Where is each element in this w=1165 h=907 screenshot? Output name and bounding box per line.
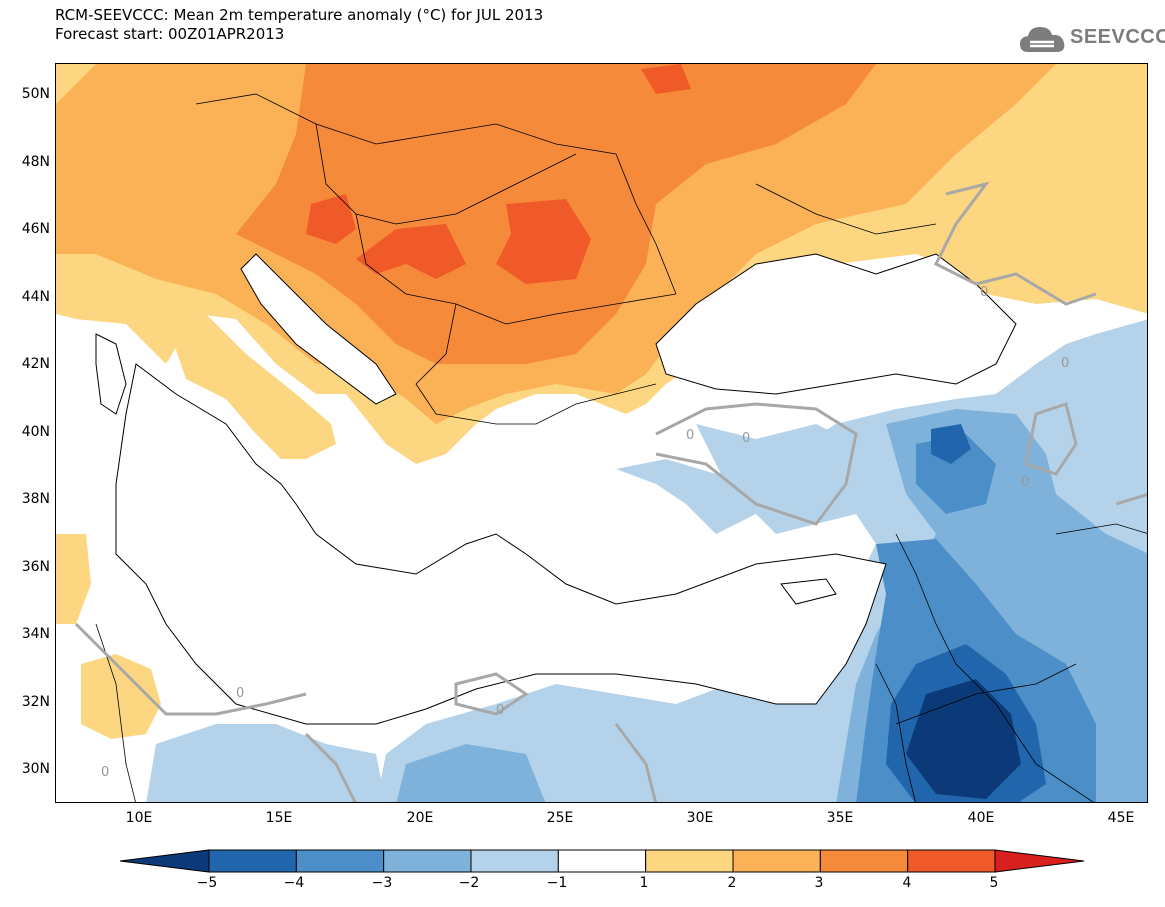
contour-label: 0: [686, 428, 694, 443]
colorbar-segment: [208, 849, 297, 873]
contour-label: 0: [236, 686, 244, 701]
colorbar-tick-label: −4: [283, 875, 305, 891]
colorbar-tick-label: −1: [546, 875, 568, 891]
colorbar-tick-label: 2: [727, 875, 737, 891]
zero-contours: [74, 181, 1147, 802]
anomaly-neg2to3-west: [396, 744, 546, 802]
colorbar-lower-triangle: [119, 849, 210, 873]
lat-label: 50N: [21, 86, 50, 102]
seevccc-logo: SEEVCCC: [1018, 22, 1165, 56]
colorbar-tick-label: −2: [458, 875, 480, 891]
contour-label: 0: [742, 431, 750, 446]
cloud-logo-icon: [1020, 27, 1065, 52]
anomaly-map: 0 0 0 0 0 0 0 0: [56, 64, 1147, 802]
anomaly-1to2-italy: [166, 304, 336, 459]
lat-label: 38N: [21, 491, 50, 507]
lon-label: 30E: [686, 810, 714, 826]
colorbar-segment: [907, 849, 996, 873]
lat-label: 46N: [21, 221, 50, 237]
anomaly-4to5-d: [641, 64, 691, 94]
contour-label: 0: [1061, 356, 1069, 371]
contour-label: 0: [980, 285, 988, 300]
coastlines: [95, 253, 1017, 725]
contour-label: 0: [496, 703, 504, 718]
colorbar-segment: [645, 849, 734, 873]
adriatic-sea: [241, 254, 396, 404]
lat-label: 36N: [21, 559, 50, 575]
colorbar-segment: [819, 849, 909, 873]
colorbar-tick-label: 3: [814, 875, 824, 891]
colorbar-segment: [557, 849, 647, 873]
colorbar-tick-label: −3: [371, 875, 393, 891]
figure-title: RCM-SEEVCCC: Mean 2m temperature anomaly…: [55, 6, 543, 44]
anomaly-below-neg5: [906, 679, 1021, 799]
logo-text: SEEVCCC: [1070, 26, 1165, 48]
contour-label: 0: [101, 765, 109, 780]
lon-label: 10E: [125, 810, 153, 826]
colorbar-tick-label: 1: [639, 875, 649, 891]
country-borders: [95, 93, 1147, 802]
lon-label: 35E: [826, 810, 854, 826]
anomaly-4to5-a: [306, 194, 356, 244]
title-line-1: RCM-SEEVCCC: Mean 2m temperature anomaly…: [55, 6, 544, 24]
mediterranean-sea: [116, 364, 886, 724]
anomaly-neg1to2-turkey: [696, 424, 856, 504]
colorbar-upper-triangle: [994, 849, 1085, 873]
anomaly-neg1to2-libya: [146, 724, 386, 802]
lat-label: 32N: [21, 694, 50, 710]
lat-label: 48N: [21, 154, 50, 170]
colorbar-tick-label: 4: [902, 875, 912, 891]
colorbar-segment: [732, 849, 821, 873]
anomaly-1to2-caspian: [966, 214, 1147, 304]
lon-label: 15E: [265, 810, 293, 826]
lon-label: 40E: [967, 810, 995, 826]
lon-label: 25E: [546, 810, 574, 826]
lat-label: 34N: [21, 626, 50, 642]
lat-label: 42N: [21, 356, 50, 372]
title-line-2: Forecast start: 00Z01APR2013: [55, 25, 285, 43]
colorbar-segment: [470, 849, 559, 873]
anomaly-4to5-b: [356, 224, 466, 279]
lat-label: 30N: [21, 761, 50, 777]
lat-label: 40N: [21, 424, 50, 440]
colorbar-tick-label: 5: [989, 875, 999, 891]
contour-label: 0: [1021, 475, 1029, 490]
anomaly-4to5-c: [496, 199, 591, 284]
lat-label: 44N: [21, 289, 50, 305]
colorbar: [119, 849, 1085, 873]
anomaly-1to2-africa: [81, 654, 161, 739]
lon-label: 20E: [406, 810, 434, 826]
black-sea: [656, 254, 1016, 394]
colorbar-segment: [383, 849, 472, 873]
contour-label-group: 0 0 0 0 0 0 0 0: [101, 285, 1069, 780]
colorbar-tick-label: −5: [196, 875, 218, 891]
anomaly-neg4-north: [931, 424, 971, 464]
lon-label: 45E: [1107, 810, 1135, 826]
map-panel: 0 0 0 0 0 0 0 0: [55, 63, 1148, 803]
anomaly-1to2-tunisia: [56, 534, 91, 624]
colorbar-segment: [295, 849, 385, 873]
